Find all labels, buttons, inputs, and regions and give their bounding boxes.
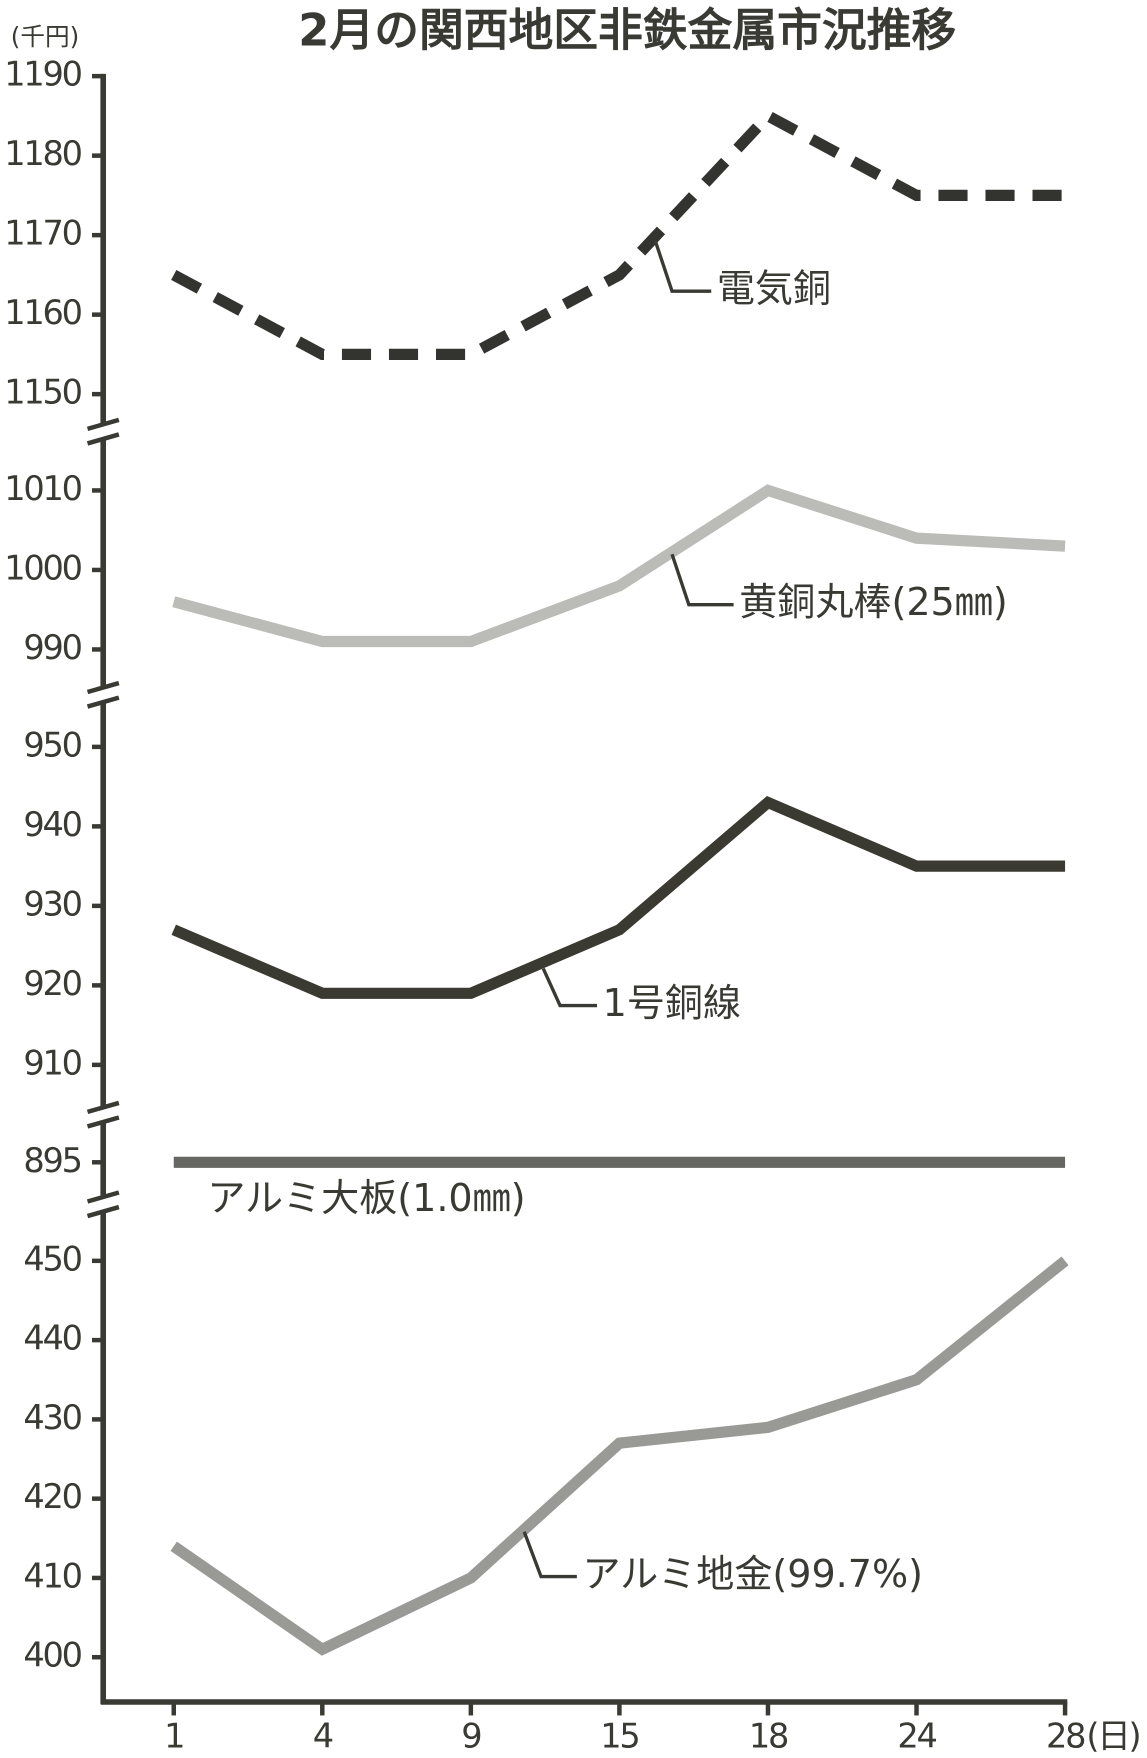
x-unit: (日) [1086,1716,1139,1755]
y-tick-label: 400 [23,1636,81,1675]
y-tick-label: 450 [23,1239,81,1278]
series-line [172,484,1066,648]
y-tick-label: 950 [23,725,81,764]
y-tick-label: 1010 [4,469,81,508]
x-tick-label: 4 [313,1716,333,1755]
y-tick-label: 420 [23,1477,81,1516]
y-tick-label: 990 [23,628,81,667]
y-unit: (千円) [11,22,79,51]
y-axis [100,73,1068,1705]
leader-line [670,553,734,607]
y-tick-label: 1180 [4,134,81,173]
x-tick-label: 9 [461,1716,480,1755]
y-tick-label: 410 [23,1556,81,1595]
series-label: 1号銅線 [603,981,741,1025]
series-label: アルミ地金(99.7%) [582,1552,923,1596]
series-line [171,796,1066,999]
x-tick-label: 28 [1046,1716,1085,1755]
y-tick-label: 1170 [4,214,81,253]
y-tick-label: 940 [23,805,81,844]
x-tick-label: 24 [897,1716,936,1755]
axis-breaks [86,417,120,1219]
y-tick-label: 930 [23,884,81,923]
series-line [170,1256,1069,1656]
y-tick-label: 440 [23,1319,81,1358]
leader-line [522,1531,577,1579]
series-label: アルミ大板(1.0㎜) [207,1176,525,1220]
series-line [171,108,1066,360]
y-tick-label: 920 [23,964,81,1003]
series-label: 黄銅丸棒(25㎜) [739,580,1007,624]
y-tick-label: 430 [23,1398,81,1437]
x-tick-label: 15 [600,1716,638,1755]
y-tick-label: 1190 [4,55,81,94]
leader-line [541,967,598,1008]
y-tick-label: 910 [23,1043,81,1082]
x-tick-label: 18 [749,1716,788,1755]
y-tick-label: 895 [23,1141,80,1180]
y-tick-label: 1000 [4,548,81,587]
leader-line [653,240,712,293]
y-tick-label: 1160 [4,293,81,332]
series-label: 電気銅 [717,267,831,311]
y-tick-label: 1150 [4,373,81,412]
x-tick-label: 1 [164,1716,183,1755]
chart-title: 2月の関西地区非鉄金属市況推移 [298,4,956,57]
